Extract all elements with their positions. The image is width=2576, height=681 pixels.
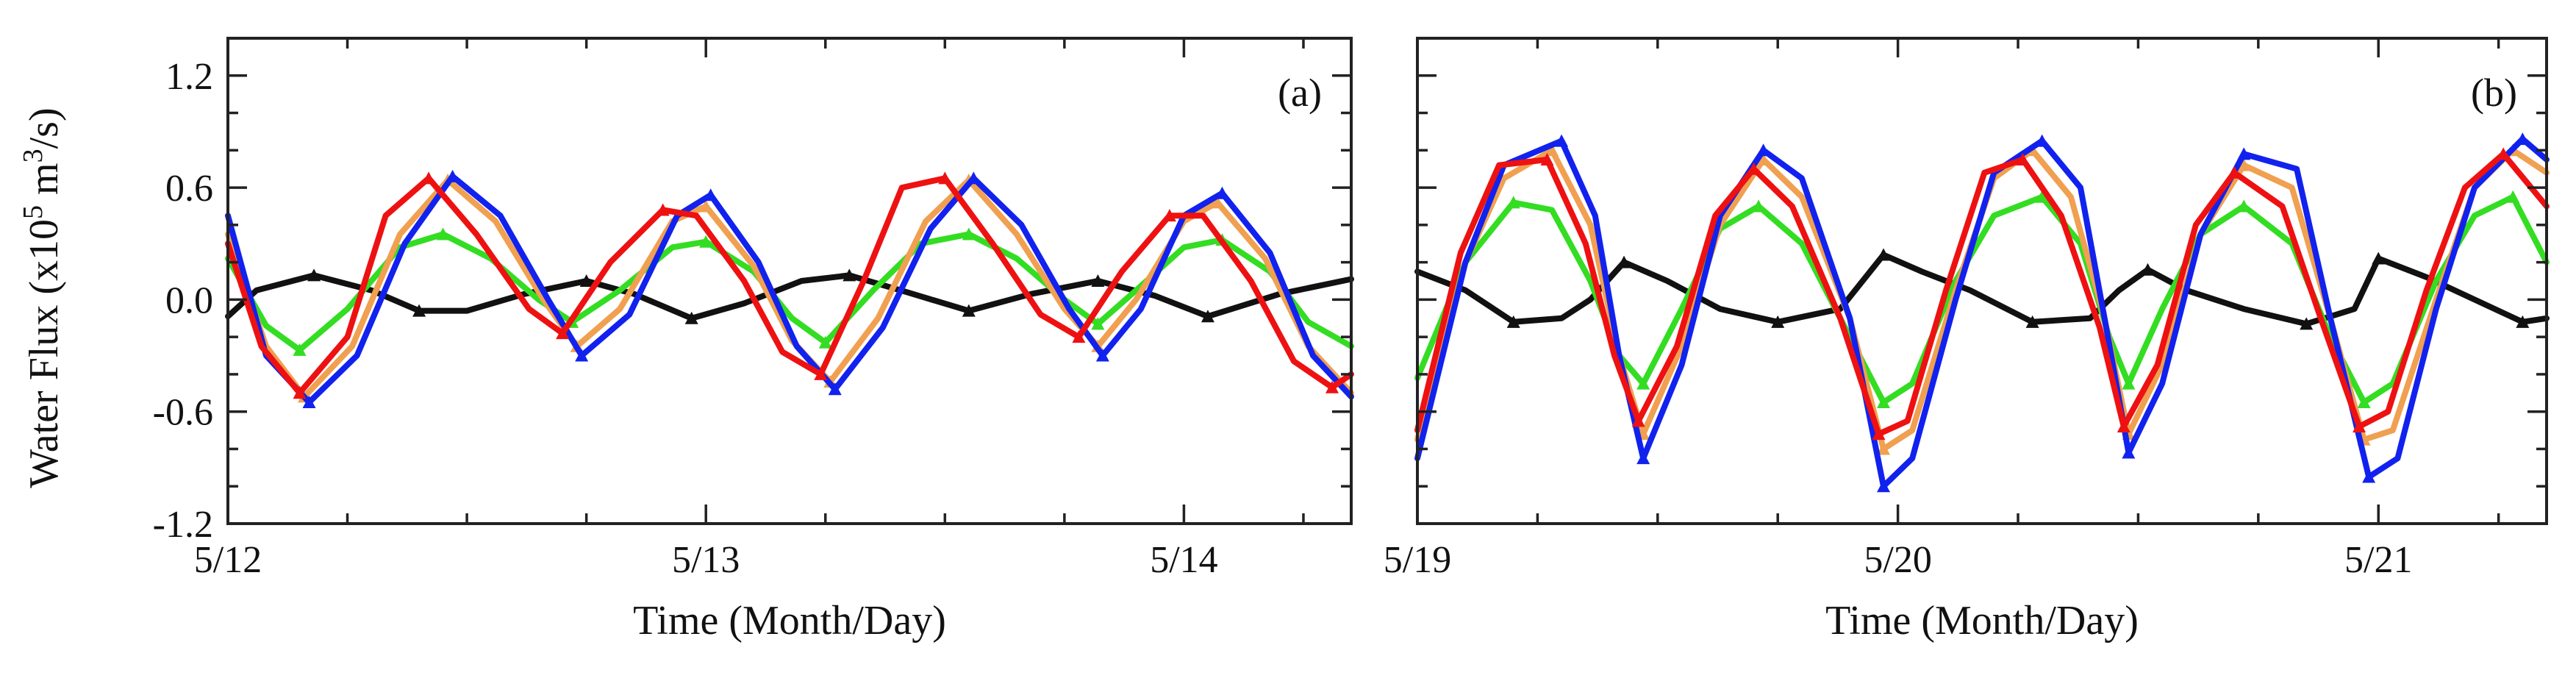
series-marker-black (842, 268, 856, 282)
series-marker-black (1877, 248, 1891, 261)
panel-b: 5/19 5/20 5/21 Time (Month/Day) (b) (1384, 37, 2550, 643)
series-marker-green (818, 335, 832, 349)
series-marker-orange (1545, 143, 1559, 157)
series-marker-orange (2237, 158, 2251, 171)
series-marker-green (1752, 199, 1766, 213)
series-marker-blue (2362, 470, 2376, 483)
series-line-red (225, 175, 1354, 396)
series-marker-green (436, 227, 450, 240)
series-marker-red (2353, 420, 2366, 432)
series-marker-red (656, 203, 670, 216)
series-marker-green (1877, 396, 1891, 408)
panel-a: -1.2 -0.6 0.0 0.6 1.2 5/12 5/13 5/14 Time (Month… (153, 37, 1354, 643)
series-marker-blue (967, 171, 981, 185)
series-marker-blue (1877, 479, 1891, 493)
series-marker-black (1091, 274, 1105, 287)
series-marker-black (2141, 263, 2155, 276)
x-tick-label: 5/19 (1384, 539, 1451, 581)
panel-label: (a) (1278, 71, 1322, 115)
series-marker-blue (828, 382, 842, 396)
series-marker-orange (1877, 442, 1891, 455)
series-marker-green (1506, 196, 1520, 209)
series-marker-red (1872, 427, 1886, 441)
series-marker-red (2228, 165, 2242, 179)
series-marker-orange (699, 199, 713, 213)
series-marker-black (1617, 255, 1631, 268)
series-marker-black (2372, 252, 2386, 265)
series-marker-green (1091, 317, 1105, 330)
series-marker-blue (2035, 134, 2049, 147)
x-tick-label: 5/12 (194, 539, 262, 581)
series-marker-black (1506, 315, 1520, 328)
series-marker-black (2300, 317, 2314, 330)
series-marker-black (1771, 315, 1785, 328)
plot-frame (1416, 37, 2548, 525)
x-tick-label: 5/20 (1864, 539, 1931, 581)
series-marker-black (579, 274, 593, 287)
x-tick-label: 5/14 (1150, 539, 1217, 581)
series-marker-orange (1210, 196, 1224, 209)
series-marker-red (1325, 380, 1339, 393)
series-marker-red (293, 386, 307, 399)
series-marker-blue (302, 396, 316, 408)
series-marker-red (1540, 153, 1554, 165)
series-marker-red (1072, 330, 1086, 343)
series-marker-green (699, 235, 713, 248)
series-marker-black (2516, 315, 2530, 328)
series-marker-red (1631, 414, 1645, 427)
series-marker-red (814, 367, 828, 380)
series-line-blue (225, 173, 1354, 405)
series-marker-green (1636, 377, 1650, 390)
series-marker-green (2237, 199, 2251, 213)
series-marker-green (962, 227, 976, 240)
series-marker-black (1201, 310, 1214, 323)
series-marker-blue (1215, 186, 1229, 199)
series-marker-green (2035, 190, 2049, 203)
series-marker-green (2506, 190, 2520, 203)
series-marker-blue (2122, 446, 2136, 459)
y-tick-label: 0.6 (165, 168, 213, 210)
series-marker-red (938, 171, 952, 185)
series-marker-red (422, 171, 436, 185)
series-marker-red (2497, 147, 2511, 160)
x-axis-title: Time (Month/Day) (1825, 598, 2139, 643)
y-tick-label: -0.6 (153, 392, 213, 434)
x-axis-title: Time (Month/Day) (633, 598, 946, 643)
series-marker-blue (1555, 134, 1569, 147)
series-marker-black (2025, 315, 2039, 328)
series-marker-blue (1756, 143, 1770, 157)
y-tick-label: 0.0 (165, 279, 213, 321)
series-marker-blue (2237, 147, 2251, 160)
y-tick-label: -1.2 (153, 504, 213, 546)
series-marker-green (293, 343, 307, 356)
series-marker-green (2122, 377, 2136, 390)
series-marker-red (1747, 162, 1761, 175)
series-marker-black (962, 304, 976, 317)
series-marker-blue (575, 349, 589, 362)
series-line-black (1414, 252, 2550, 327)
series-marker-red (1162, 209, 1176, 222)
series-marker-black (412, 304, 426, 317)
series-marker-orange (1756, 153, 1770, 165)
plot-frame (226, 37, 1353, 525)
series-marker-black (684, 311, 698, 324)
y-tick-label: 1.2 (165, 56, 213, 98)
series-marker-red (2016, 153, 2030, 165)
y-axis-title: Water Flux (x105 m3/s) (18, 107, 67, 488)
series-marker-red (556, 327, 570, 340)
series-marker-blue (1095, 349, 1109, 362)
series-line-green (225, 231, 1354, 353)
series-marker-blue (1636, 452, 1650, 465)
series-marker-blue (2516, 132, 2530, 146)
panel-label: (b) (2471, 71, 2517, 115)
x-tick-label: 5/13 (672, 539, 740, 581)
x-tick-label: 5/21 (2344, 539, 2412, 581)
series-marker-red (2117, 420, 2130, 432)
series-marker-black (307, 268, 321, 282)
series-marker-blue (446, 169, 459, 182)
series-marker-green (2357, 396, 2371, 408)
series-marker-blue (704, 188, 718, 202)
